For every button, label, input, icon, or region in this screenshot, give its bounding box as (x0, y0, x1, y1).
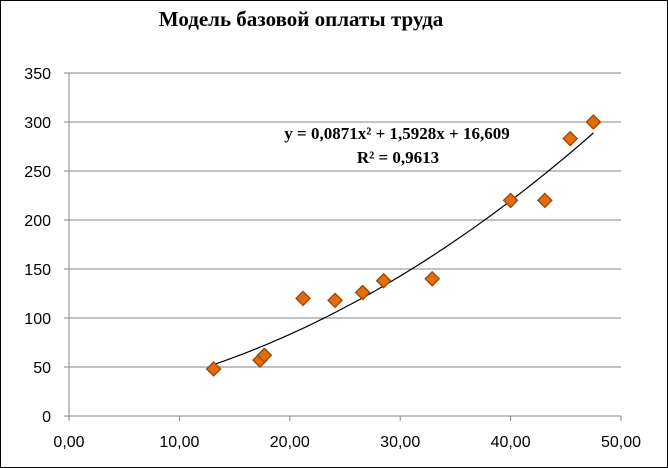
data-point (562, 130, 579, 147)
data-point (205, 361, 222, 377)
data-point (502, 192, 519, 209)
y-tick-label: 150 (24, 262, 51, 279)
data-point (536, 192, 553, 209)
x-tick-label: 50,00 (601, 434, 641, 451)
y-tick-label: 350 (24, 66, 51, 83)
y-tick-label: 200 (24, 213, 51, 230)
data-point (327, 292, 343, 309)
y-tick-label: 250 (24, 164, 51, 181)
chart-title: Модель базовой оплаты труда (158, 7, 444, 31)
x-tick-label: 20,00 (270, 434, 310, 451)
x-tick-label: 10,00 (159, 434, 199, 451)
data-point (256, 347, 273, 364)
data-point (295, 290, 311, 307)
y-tick-label: 0 (42, 409, 51, 426)
trendline-equation: y = 0,0871x² + 1,5928x + 16,609 (284, 124, 509, 143)
data-point (424, 270, 441, 287)
data-point (354, 284, 371, 301)
data-point (375, 272, 392, 289)
y-tick-label: 50 (33, 360, 51, 377)
trendline-curve (213, 132, 594, 366)
data-point (585, 114, 602, 130)
x-tick-label: 30,00 (380, 434, 420, 451)
trendline-r2: R² = 0,9613 (357, 148, 439, 167)
y-tick-label: 100 (24, 311, 51, 328)
x-tick-label: 40,00 (491, 434, 531, 451)
x-tick-label: 0,00 (53, 434, 84, 451)
y-tick-label: 300 (24, 115, 51, 132)
